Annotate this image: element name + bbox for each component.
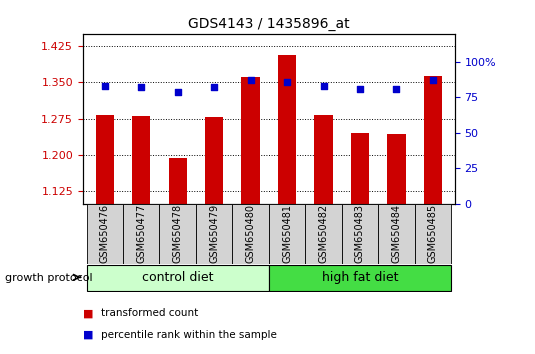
Bar bbox=[351, 133, 369, 204]
Bar bbox=[424, 76, 442, 204]
Text: high fat diet: high fat diet bbox=[322, 271, 398, 284]
Bar bbox=[169, 158, 187, 204]
Point bbox=[392, 86, 401, 92]
Point bbox=[101, 83, 109, 89]
Text: percentile rank within the sample: percentile rank within the sample bbox=[101, 330, 277, 339]
Bar bbox=[96, 115, 114, 204]
Text: growth protocol: growth protocol bbox=[5, 273, 93, 283]
Text: GSM650482: GSM650482 bbox=[318, 204, 328, 263]
FancyBboxPatch shape bbox=[269, 204, 305, 264]
Bar bbox=[278, 55, 296, 204]
Text: ■: ■ bbox=[83, 308, 94, 318]
Point bbox=[429, 78, 437, 83]
Point bbox=[173, 89, 182, 95]
Bar bbox=[132, 116, 150, 204]
Bar bbox=[205, 117, 223, 204]
Text: control diet: control diet bbox=[142, 271, 213, 284]
FancyBboxPatch shape bbox=[305, 204, 342, 264]
Bar bbox=[387, 134, 406, 204]
FancyBboxPatch shape bbox=[415, 204, 451, 264]
Text: GSM650484: GSM650484 bbox=[392, 204, 401, 263]
FancyBboxPatch shape bbox=[87, 265, 269, 291]
FancyBboxPatch shape bbox=[196, 204, 232, 264]
FancyBboxPatch shape bbox=[159, 204, 196, 264]
Point bbox=[210, 85, 218, 90]
FancyBboxPatch shape bbox=[378, 204, 415, 264]
Text: transformed count: transformed count bbox=[101, 308, 198, 318]
Text: GSM650478: GSM650478 bbox=[173, 204, 183, 263]
Text: ■: ■ bbox=[83, 330, 94, 339]
FancyBboxPatch shape bbox=[342, 204, 378, 264]
Text: GSM650477: GSM650477 bbox=[136, 204, 146, 263]
Point bbox=[137, 85, 146, 90]
FancyBboxPatch shape bbox=[87, 204, 123, 264]
Text: GSM650485: GSM650485 bbox=[428, 204, 438, 263]
Title: GDS4143 / 1435896_at: GDS4143 / 1435896_at bbox=[188, 17, 350, 31]
Point bbox=[356, 86, 364, 92]
Bar bbox=[315, 115, 333, 204]
Bar bbox=[241, 77, 259, 204]
Text: GSM650483: GSM650483 bbox=[355, 204, 365, 263]
Text: GSM650480: GSM650480 bbox=[246, 204, 256, 263]
FancyBboxPatch shape bbox=[123, 204, 159, 264]
FancyBboxPatch shape bbox=[232, 204, 269, 264]
Text: GSM650476: GSM650476 bbox=[100, 204, 110, 263]
Point bbox=[319, 83, 328, 89]
Point bbox=[283, 79, 292, 85]
FancyBboxPatch shape bbox=[269, 265, 451, 291]
Point bbox=[246, 78, 255, 83]
Text: GSM650479: GSM650479 bbox=[209, 204, 219, 263]
Text: GSM650481: GSM650481 bbox=[282, 204, 292, 263]
